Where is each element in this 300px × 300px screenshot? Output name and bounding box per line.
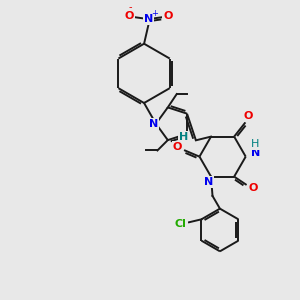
Text: O: O <box>248 183 258 193</box>
Text: N: N <box>204 177 213 187</box>
Text: O: O <box>173 142 182 152</box>
Text: N: N <box>149 119 158 129</box>
Text: O: O <box>163 11 172 21</box>
Text: N: N <box>144 14 153 24</box>
Text: O: O <box>243 111 253 121</box>
Text: O: O <box>124 11 134 21</box>
Text: N: N <box>250 148 260 158</box>
Text: H: H <box>179 132 188 142</box>
Text: +: + <box>151 9 158 18</box>
Text: -: - <box>129 3 133 13</box>
Text: Cl: Cl <box>175 219 187 229</box>
Text: H: H <box>251 139 260 149</box>
